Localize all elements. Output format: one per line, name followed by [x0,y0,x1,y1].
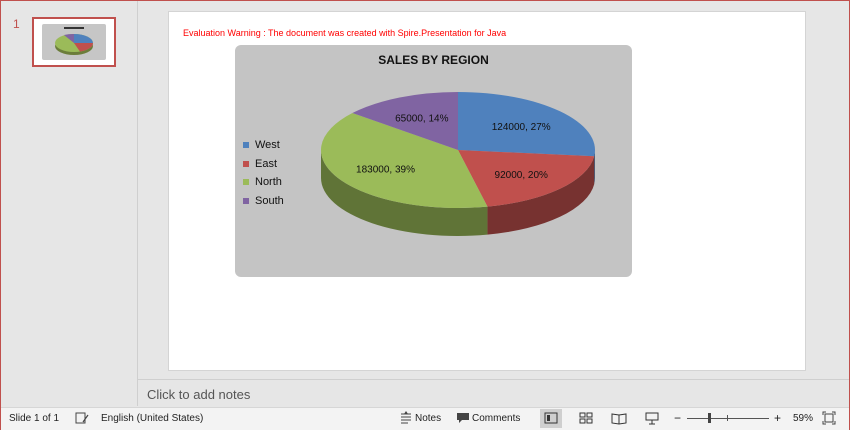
legend-swatch [243,160,249,167]
pie-data-label-south: 65000, 14% [395,113,448,124]
legend-swatch [243,142,249,149]
pie-slice-west[interactable] [458,92,595,157]
slide-canvas[interactable]: Evaluation Warning : The document was cr… [168,11,806,371]
pie-slice-north[interactable] [320,113,488,209]
slide-sorter-icon [579,412,593,424]
slide-thumbnail-number: 1 [13,17,20,31]
reading-view-icon [611,413,627,425]
pie-chart-plot: 124000, 27% 92000, 20% 183000, 39% 65000, 1… [320,92,595,236]
legend-label: West [255,139,280,152]
pie-slice-south[interactable] [352,92,458,150]
slide-thumbnail[interactable] [32,17,116,67]
slide-sorter-button[interactable] [575,409,597,428]
slide-count-status: Slide 1 of 1 [9,413,60,424]
spell-check-icon[interactable] [75,411,89,425]
pie-slice-side-west [594,150,595,185]
evaluation-warning-text: Evaluation Warning : The document was cr… [183,28,507,38]
zoom-out-button[interactable]: − [674,411,682,425]
language-status[interactable]: English (United States) [101,413,204,424]
slide-show-button[interactable] [641,409,663,428]
fit-to-window-icon[interactable] [822,411,836,425]
pie-data-label-west: 124000, 27% [492,122,551,133]
chart-title: SALES BY REGION [378,53,489,67]
notes-icon [401,411,411,424]
legend-item-west: West [243,136,284,155]
pie-data-label-east: 92000, 20% [495,170,548,181]
pie-slice-side-north [321,150,488,236]
zoom-slider-center-tick [727,415,728,421]
notes-pane[interactable]: Click to add notes [138,379,849,408]
zoom-slider-track[interactable] [687,418,769,419]
comments-icon [457,413,469,423]
normal-view-icon [544,412,558,424]
legend-item-east: East [243,155,284,174]
slide-show-icon [645,412,659,425]
pie-data-label-north: 183000, 39% [356,165,415,176]
chart-legend: West East North South [243,136,284,210]
legend-swatch [243,179,249,186]
thumbnail-chart-preview [42,24,106,60]
status-bar: Slide 1 of 1 English (United States) Not… [1,407,849,430]
legend-label: South [255,194,284,207]
zoom-level[interactable]: 59% [793,413,814,424]
legend-swatch [243,197,249,204]
pie-slice-side-east [487,156,595,235]
notes-placeholder[interactable]: Click to add notes [147,387,251,402]
reading-view-button[interactable] [608,409,630,428]
thumbnail-pie-icon [55,27,94,55]
slide-editing-area: Evaluation Warning : The document was cr… [138,1,849,379]
normal-view-button[interactable] [540,409,562,428]
notes-button[interactable]: Notes [415,413,442,424]
legend-item-north: North [243,173,284,192]
legend-label: East [255,157,278,170]
slide-thumbnail-pane[interactable]: 1 [1,1,138,406]
zoom-slider-thumb[interactable] [708,413,711,423]
legend-label: North [255,176,282,189]
comments-button[interactable]: Comments [472,413,521,424]
pie-chart[interactable]: SALES BY REGION 124000, 27% 92000, 20% 183… [235,45,632,277]
legend-item-south: South [243,192,284,211]
zoom-in-button[interactable]: + [774,411,782,425]
pie-slice-east[interactable] [458,150,595,207]
